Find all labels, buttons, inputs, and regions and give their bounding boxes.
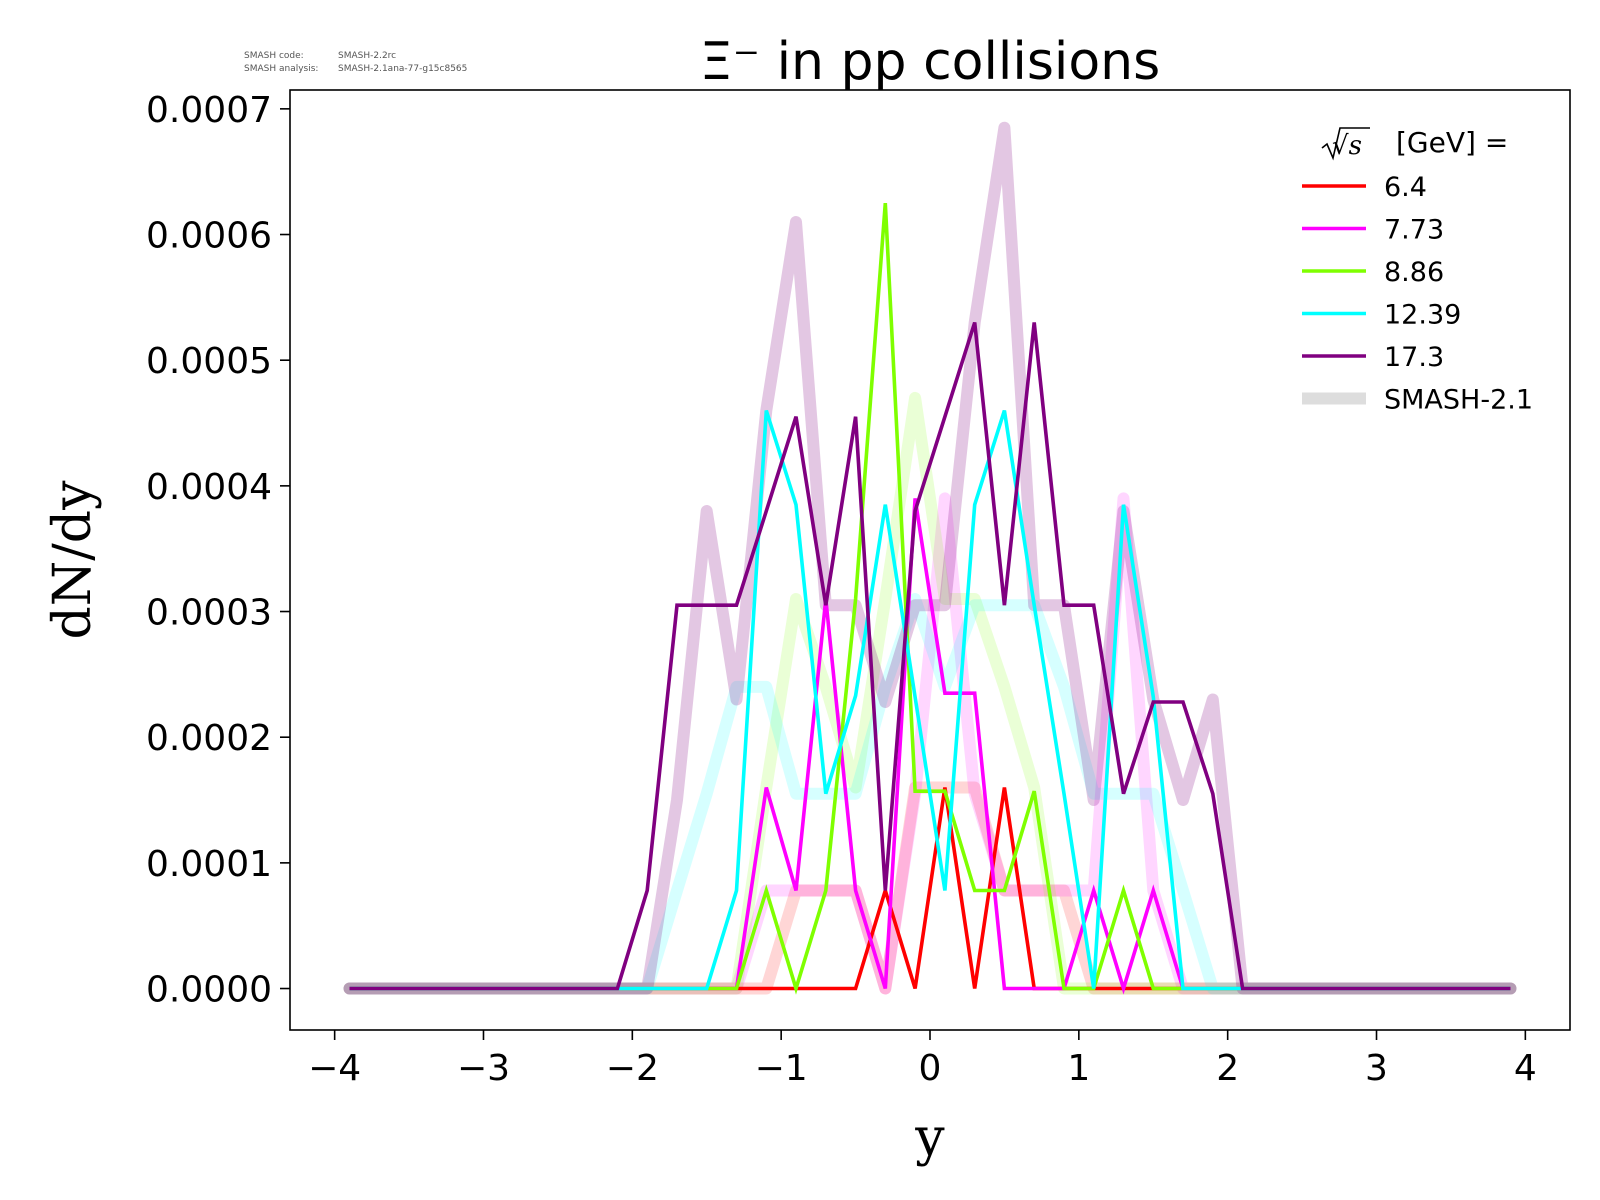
x-tick-label: 1: [1067, 1048, 1090, 1089]
smash-analysis-label: SMASH analysis:: [244, 64, 318, 74]
x-tick-label: −2: [606, 1048, 659, 1089]
version-info: SMASH code: SMASH-2.2rc SMASH analysis: …: [244, 51, 467, 74]
legend-entry-SMASH-2-1: SMASH-2.1: [1302, 385, 1533, 416]
legend-entry-6-4: 6.4: [1302, 172, 1427, 203]
y-tick-label: 0.0001: [146, 844, 272, 885]
x-tick-label: 2: [1216, 1048, 1239, 1089]
x-tick-label: 3: [1365, 1048, 1388, 1089]
legend-title: √s [GeV] =: [1332, 126, 1508, 161]
reference-series-layer: [343, 121, 1517, 995]
reference-line-17-3: [343, 121, 1517, 995]
y-tick-label: 0.0000: [146, 970, 272, 1011]
smash-code-label: SMASH code:: [244, 51, 304, 61]
series-line-17-3: [349, 321, 1511, 991]
y-tick-label: 0.0007: [146, 90, 272, 131]
y-tick-label: 0.0003: [146, 593, 272, 634]
x-axis-label: y: [914, 1108, 945, 1168]
reference-line-7-73: [343, 492, 1517, 995]
series-line-6-4: [349, 787, 1511, 991]
legend-entry-12-39: 12.39: [1302, 300, 1461, 331]
plot-area: [343, 121, 1517, 995]
y-tick-label: 0.0006: [146, 216, 272, 257]
legend-label: 7.73: [1384, 215, 1444, 246]
legend: √s [GeV] = 6.4 7.73 8.86 12.39 17.3 SMASH-2.1: [1302, 126, 1533, 416]
x-tick-label: −4: [308, 1048, 361, 1089]
x-tick-label: 0: [919, 1048, 942, 1089]
legend-entries: 6.4 7.73 8.86 12.39 17.3 SMASH-2.1: [1302, 172, 1533, 416]
legend-entry-8-86: 8.86: [1302, 257, 1444, 288]
series-line-7-73: [349, 498, 1511, 995]
smash-code-value: SMASH-2.2rc: [338, 51, 396, 61]
x-axis-ticks: −4 −3 −2 −1 0 1 2 3 4: [308, 1030, 1537, 1089]
y-axis-ticks: 0.0000 0.0001 0.0002 0.0003 0.0004 0.0005 0.00…: [146, 90, 290, 1011]
y-axis-label: dN/dy: [43, 480, 103, 640]
x-tick-label: −3: [457, 1048, 510, 1089]
legend-entry-17-3: 17.3: [1302, 342, 1444, 373]
legend-label: SMASH-2.1: [1384, 385, 1533, 416]
y-tick-label: 0.0004: [146, 467, 272, 508]
legend-label: 6.4: [1384, 172, 1427, 203]
y-tick-label: 0.0002: [146, 718, 272, 759]
legend-title-unit: [GeV] =: [1396, 126, 1508, 159]
series-layer: [349, 202, 1511, 995]
legend-entry-7-73: 7.73: [1302, 215, 1444, 246]
x-tick-label: −1: [755, 1048, 808, 1089]
smash-analysis-value: SMASH-2.1ana-77-g15c8565: [338, 64, 467, 74]
legend-sqrt-symbol: [1321, 127, 1370, 161]
chart-title: Ξ⁻ in pp collisions: [700, 32, 1160, 92]
legend-label: 17.3: [1384, 342, 1444, 373]
legend-label: 8.86: [1384, 257, 1444, 288]
legend-title-sqrt-s: √s: [1332, 131, 1362, 161]
y-tick-label: 0.0005: [146, 341, 272, 382]
x-tick-label: 4: [1514, 1048, 1537, 1089]
legend-label: 12.39: [1384, 300, 1461, 331]
